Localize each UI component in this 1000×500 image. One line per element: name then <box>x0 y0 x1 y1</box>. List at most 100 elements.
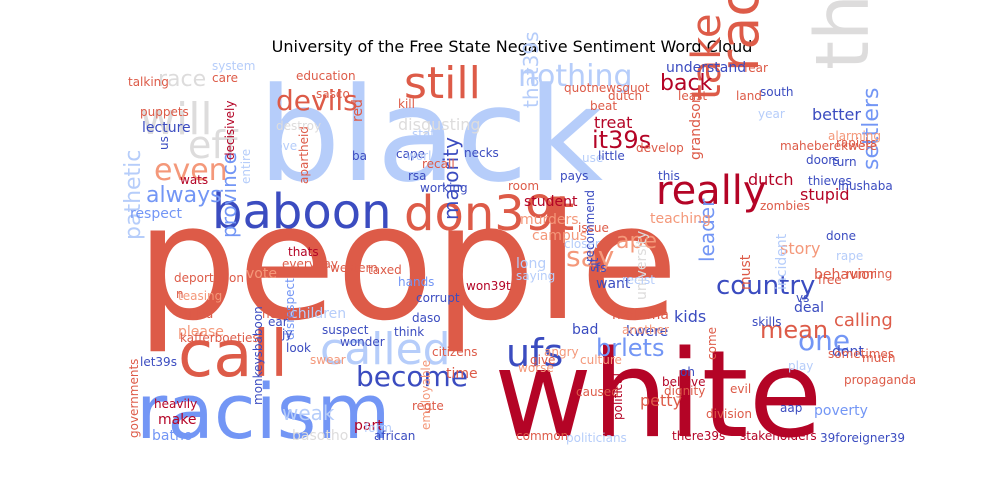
word-give: give <box>530 353 555 367</box>
word-dignity: dignity <box>664 384 705 398</box>
word-free: free <box>818 273 842 287</box>
word-kids: kids <box>674 307 706 326</box>
word-poverty: poverty <box>814 403 868 419</box>
word-care: care <box>212 71 238 85</box>
word-grandson: grandson <box>688 94 704 160</box>
word-deal: deal <box>794 300 824 316</box>
word-lecture: lecture <box>142 120 191 136</box>
word-common: common <box>516 429 568 443</box>
word-done: done <box>826 229 856 243</box>
word-pays: pays <box>560 169 588 183</box>
word-disgusting: disgusting <box>398 115 481 134</box>
word-become: become <box>356 360 468 393</box>
word-believe: believe <box>662 375 706 389</box>
word-really: really <box>656 168 767 214</box>
word-come: come <box>705 327 719 360</box>
word-campus: campus <box>532 228 587 244</box>
word-stakeholders: stakeholders <box>740 429 817 443</box>
word-destroy: destroy <box>276 119 321 133</box>
word-maheberekwere: maheberekwere <box>780 139 877 153</box>
word-filled: filled <box>184 307 213 321</box>
word-skills: skills <box>752 315 781 329</box>
word-murders: murders <box>520 212 579 228</box>
word-recommend: recommend <box>583 190 597 262</box>
word-say: say <box>566 240 614 273</box>
word-long: long <box>516 256 546 272</box>
word-behavior: behavior <box>814 267 876 283</box>
word-division: division <box>706 407 752 421</box>
word-much: much <box>862 351 896 365</box>
word-mean: mean <box>760 316 828 344</box>
word-evil: evil <box>730 382 751 396</box>
word-ufs: ufs <box>506 331 563 375</box>
word-room: room <box>508 179 539 193</box>
word-taxed: taxed <box>368 263 402 277</box>
word-brlets: brlets <box>596 334 664 362</box>
word-university: university <box>634 231 650 300</box>
word-thing: thing <box>800 0 886 70</box>
word-back: back <box>660 71 713 96</box>
word-vote: vote <box>246 266 277 282</box>
word-political: political <box>611 373 625 420</box>
word-sit: sit <box>587 257 601 272</box>
word-red: red <box>350 99 366 122</box>
word-think: think <box>394 325 424 339</box>
word-call: call <box>178 318 288 392</box>
word-won39t: won39t <box>466 279 511 293</box>
word-another: another <box>622 323 669 337</box>
word-regte: regte <box>412 399 444 413</box>
word-bad: bad <box>572 322 598 338</box>
word-this: this <box>658 169 680 183</box>
chart-title: University of the Free State Negative Se… <box>272 37 753 56</box>
word-education: education <box>296 69 356 83</box>
word-entire: entire <box>239 149 253 184</box>
word-politicians: politicians <box>566 431 627 445</box>
word-wats: wats <box>180 173 208 187</box>
word-heso: heso <box>262 307 291 321</box>
word-system: system <box>212 59 255 73</box>
word-even: even <box>154 153 228 188</box>
word-black: black <box>258 59 603 211</box>
word-world: world <box>406 149 439 163</box>
word-rsa: rsa <box>408 169 427 183</box>
word-issue: issue <box>578 221 609 235</box>
word-use: use <box>582 151 603 165</box>
word-angry: angry <box>544 345 579 359</box>
word-kill: kill <box>398 97 415 111</box>
word-story: story <box>780 239 820 258</box>
word-propaganda: propaganda <box>844 373 916 387</box>
word-dont: dont <box>832 344 864 360</box>
word-there39s: there39s <box>672 429 725 443</box>
word-develop: develop <box>636 141 684 155</box>
word-us: us <box>157 136 171 150</box>
word-look: look <box>286 341 311 355</box>
word-least: least <box>678 89 707 103</box>
word-aap: aap <box>780 401 802 415</box>
word-teaching: teaching <box>650 211 711 227</box>
word-jy: jy <box>281 327 292 341</box>
word-apartheid: apartheid <box>297 126 311 184</box>
word-working: working <box>420 181 468 195</box>
word-beat: beat <box>590 99 617 113</box>
word-form: form <box>364 421 392 435</box>
word-basotho: basotho <box>292 428 348 444</box>
word-province: province <box>217 152 241 238</box>
word-corrupt: corrupt <box>416 291 460 305</box>
word-quotnewsquot: quotnewsquot <box>564 81 650 95</box>
word-suspect: suspect <box>322 323 369 337</box>
word-weak: weak <box>282 401 335 425</box>
word-n: n <box>176 287 184 301</box>
word-swear: swear <box>310 353 346 367</box>
word-always: always <box>146 183 222 208</box>
word-rape: rape <box>836 249 863 263</box>
word-thieves: thieves <box>808 174 852 188</box>
word-ihushaba: ihushaba <box>838 179 893 193</box>
word-student: student <box>524 194 578 210</box>
word-children: children <box>290 306 346 322</box>
word-thats: thats <box>288 245 319 259</box>
word-caused: caused <box>576 385 619 399</box>
word-understand: understand <box>666 60 746 76</box>
word-incident: incident <box>774 233 790 290</box>
word-petty: petty <box>640 391 682 410</box>
